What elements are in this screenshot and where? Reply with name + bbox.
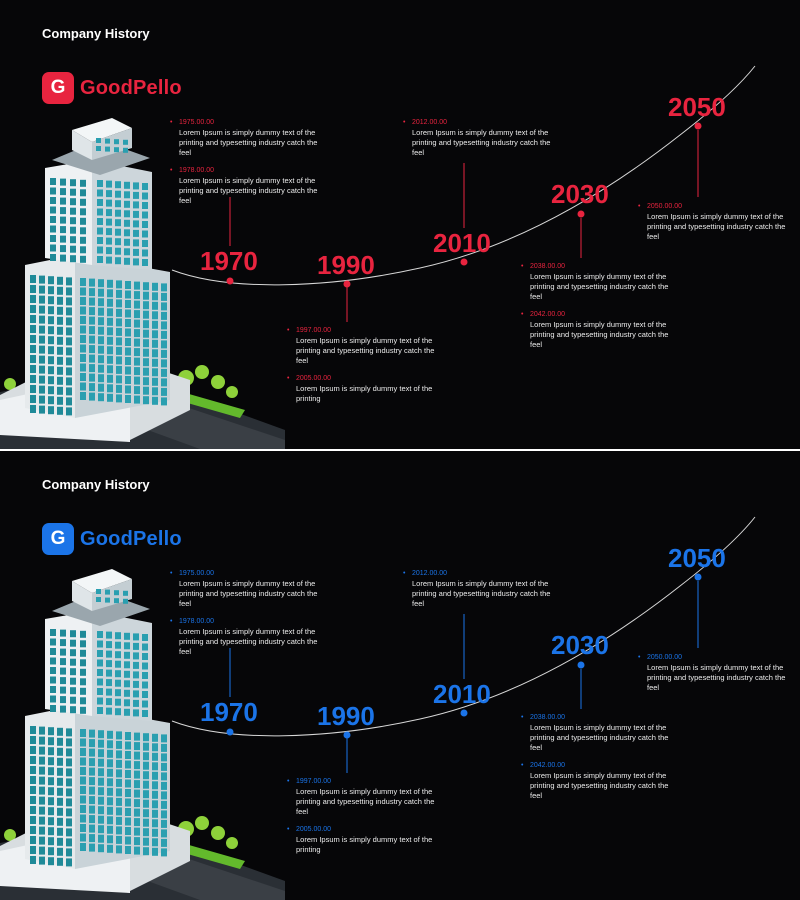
note-text: Lorem Ipsum is simply dummy text of the …: [647, 212, 786, 241]
note-text: Lorem Ipsum is simply dummy text of the …: [179, 176, 318, 205]
timeline-curve: [171, 516, 756, 737]
tree: [211, 375, 225, 389]
timeline-dot-2030: [577, 661, 585, 669]
note-date: 2050.00.00: [638, 653, 787, 662]
timeline-dot-2050: [694, 573, 702, 581]
tree: [195, 816, 209, 830]
logo-wordmark: GoodPello: [80, 76, 182, 99]
timeline-dot-2010: [460, 258, 468, 266]
timeline-dot-2030: [577, 210, 585, 218]
year-2050: 2050: [668, 543, 726, 573]
year-2030: 2030: [551, 630, 609, 660]
timeline-art: [171, 516, 756, 773]
note-text: Lorem Ipsum is simply dummy text of the …: [412, 579, 551, 608]
brand-logo: G GoodPello: [42, 523, 182, 555]
note-1978: 1978.00.00 Lorem Ipsum is simply dummy t…: [170, 166, 319, 206]
note-2005: 2005.00.00 Lorem Ipsum is simply dummy t…: [287, 374, 436, 404]
brand-logo: G GoodPello: [42, 72, 182, 104]
note-2042: 2042.00.00 Lorem Ipsum is simply dummy t…: [521, 761, 670, 801]
note-2038: 2038.00.00 Lorem Ipsum is simply dummy t…: [521, 713, 670, 753]
note-date: 2012.00.00: [403, 569, 552, 578]
note-text: Lorem Ipsum is simply dummy text of the …: [530, 723, 669, 752]
note-2005: 2005.00.00 Lorem Ipsum is simply dummy t…: [287, 825, 436, 855]
note-text: Lorem Ipsum is simply dummy text of the …: [179, 128, 318, 157]
year-1970: 1970: [200, 697, 258, 727]
note-text: Lorem Ipsum is simply dummy text of the …: [530, 320, 669, 349]
note-text: Lorem Ipsum is simply dummy text of the …: [530, 771, 669, 800]
slide-blue: Company History G GoodPello 1970 1990 20…: [0, 451, 800, 900]
note-date: 2005.00.00: [287, 825, 436, 834]
tree: [226, 837, 238, 849]
tree: [211, 826, 225, 840]
note-text: Lorem Ipsum is simply dummy text of the …: [296, 835, 433, 854]
timeline-dot-1990: [343, 280, 351, 288]
note-date: 2042.00.00: [521, 310, 670, 319]
note-date: 2012.00.00: [403, 118, 552, 127]
note-text: Lorem Ipsum is simply dummy text of the …: [296, 787, 435, 816]
building-art: [0, 569, 285, 900]
note-date: 2050.00.00: [638, 202, 787, 211]
year-2010: 2010: [433, 228, 491, 258]
building-illustration: [0, 65, 756, 449]
year-1990: 1990: [317, 250, 375, 280]
logo-wordmark: GoodPello: [80, 527, 182, 550]
tree: [226, 386, 238, 398]
note-text: Lorem Ipsum is simply dummy text of the …: [296, 336, 435, 365]
note-2050: 2050.00.00 Lorem Ipsum is simply dummy t…: [638, 653, 787, 693]
roof: [52, 140, 150, 175]
logo-g-icon: G: [42, 72, 74, 104]
tree: [195, 365, 209, 379]
note-date: 1975.00.00: [170, 118, 319, 127]
note-1975: 1975.00.00 Lorem Ipsum is simply dummy t…: [170, 569, 319, 609]
note-date: 1975.00.00: [170, 569, 319, 578]
timeline-art: [171, 65, 756, 322]
slide-red: Company History G GoodPello 1970 1990 20…: [0, 0, 800, 449]
note-2042: 2042.00.00 Lorem Ipsum is simply dummy t…: [521, 310, 670, 350]
note-date: 1978.00.00: [170, 617, 319, 626]
roof-box-top: [72, 569, 132, 593]
year-2050: 2050: [668, 92, 726, 122]
timeline-curve: [171, 65, 756, 286]
note-text: Lorem Ipsum is simply dummy text of the …: [179, 627, 318, 656]
note-2012: 2012.00.00 Lorem Ipsum is simply dummy t…: [403, 118, 552, 158]
timeline-dot-1970: [226, 728, 234, 736]
timeline-dot-2050: [694, 122, 702, 130]
note-date: 2042.00.00: [521, 761, 670, 770]
roof: [52, 591, 150, 626]
note-date: 2038.00.00: [521, 713, 670, 722]
year-2030: 2030: [551, 179, 609, 209]
note-date: 1978.00.00: [170, 166, 319, 175]
roof-box-top: [72, 118, 132, 142]
year-1990: 1990: [317, 701, 375, 731]
tree: [4, 829, 16, 841]
building-art: [0, 118, 285, 449]
note-date: 1997.00.00: [287, 777, 436, 786]
building-illustration: [0, 516, 756, 900]
note-date: 1997.00.00: [287, 326, 436, 335]
timeline-dot-1990: [343, 731, 351, 739]
note-text: Lorem Ipsum is simply dummy text of the …: [296, 384, 433, 403]
slide-title: Company History: [42, 477, 150, 492]
note-text: Lorem Ipsum is simply dummy text of the …: [412, 128, 551, 157]
note-2012: 2012.00.00 Lorem Ipsum is simply dummy t…: [403, 569, 552, 609]
timeline-dot-2010: [460, 709, 468, 717]
note-text: Lorem Ipsum is simply dummy text of the …: [179, 579, 318, 608]
note-date: 2005.00.00: [287, 374, 436, 383]
note-1997: 1997.00.00 Lorem Ipsum is simply dummy t…: [287, 777, 436, 817]
note-date: 2038.00.00: [521, 262, 670, 271]
note-2038: 2038.00.00 Lorem Ipsum is simply dummy t…: [521, 262, 670, 302]
note-text: Lorem Ipsum is simply dummy text of the …: [530, 272, 669, 301]
logo-g-icon: G: [42, 523, 74, 555]
note-text: Lorem Ipsum is simply dummy text of the …: [647, 663, 786, 692]
note-1978: 1978.00.00 Lorem Ipsum is simply dummy t…: [170, 617, 319, 657]
slide-title: Company History: [42, 26, 150, 41]
note-1975: 1975.00.00 Lorem Ipsum is simply dummy t…: [170, 118, 319, 158]
tree: [4, 378, 16, 390]
timeline-dot-1970: [226, 277, 234, 285]
year-2010: 2010: [433, 679, 491, 709]
note-2050: 2050.00.00 Lorem Ipsum is simply dummy t…: [638, 202, 787, 242]
note-1997: 1997.00.00 Lorem Ipsum is simply dummy t…: [287, 326, 436, 366]
year-1970: 1970: [200, 246, 258, 276]
